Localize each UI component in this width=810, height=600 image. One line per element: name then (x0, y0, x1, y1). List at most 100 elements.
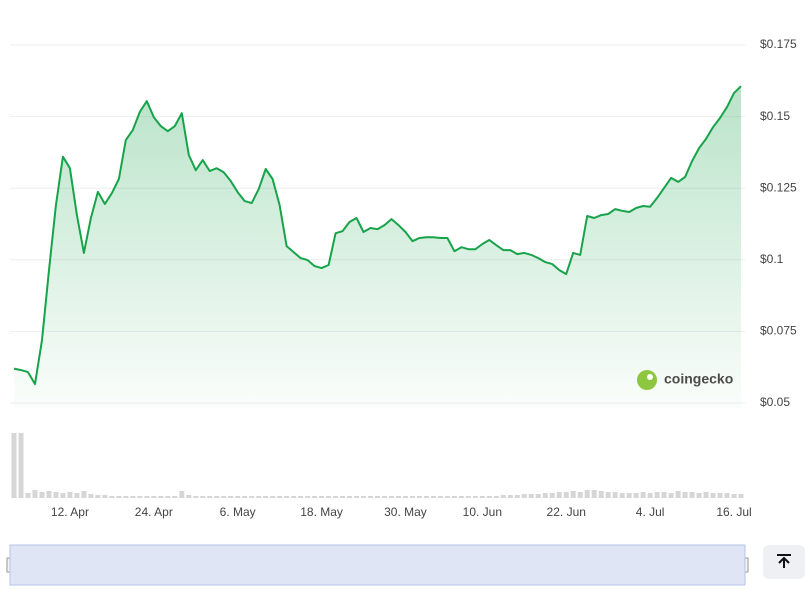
volume-bar (640, 492, 646, 498)
volume-bar (179, 491, 185, 498)
volume-bar (221, 496, 227, 498)
volume-bar (186, 495, 192, 498)
volume-bar (165, 496, 171, 498)
watermark-logo: coingecko (637, 370, 733, 390)
volume-bar (696, 493, 702, 498)
volume-bar (675, 491, 681, 498)
plot: $0.05 $0.075 $0.1 $0.125 $0.15 $0.175 12. Apr 2… (6, 37, 797, 585)
volume-bar (430, 496, 436, 498)
volume-bar (444, 496, 450, 498)
volume-bar (368, 496, 374, 498)
volume-bar (416, 496, 422, 498)
volume-bar (738, 494, 744, 498)
volume-bar (270, 496, 276, 498)
volume-bar (717, 493, 723, 498)
volume-bar (18, 433, 24, 498)
navigator[interactable] (9, 544, 746, 586)
volume-bar (305, 496, 311, 498)
volume-bar (256, 496, 262, 498)
volume-bar (235, 496, 241, 498)
volume-bar (53, 492, 59, 498)
x-tick-label: 22. Jun (547, 505, 586, 519)
volume-bar (605, 492, 611, 498)
volume-bar (347, 496, 353, 498)
volume-bar (130, 496, 136, 498)
volume-bar (172, 496, 178, 498)
volume-bar (409, 496, 415, 498)
volume-bar (277, 496, 283, 498)
volume-bar (521, 494, 527, 498)
volume-bar (402, 496, 408, 498)
x-tick-label: 16. Jul (716, 505, 751, 519)
y-tick-label: $0.15 (760, 109, 790, 123)
volume-bar (284, 496, 290, 498)
volume-bar (60, 493, 66, 498)
volume-bar (298, 496, 304, 498)
y-tick-label: $0.175 (760, 37, 797, 51)
price-area (14, 86, 741, 408)
x-tick-label: 30. May (384, 505, 427, 519)
volume-bar (388, 496, 394, 498)
y-tick-label: $0.05 (760, 395, 790, 409)
volume-bar (361, 496, 367, 498)
volume-bar (193, 496, 199, 498)
volume-bar (102, 495, 108, 498)
volume-bar (689, 492, 695, 498)
volume-bar (612, 492, 618, 498)
volume-bar (200, 496, 206, 498)
volume-bar (626, 493, 632, 498)
y-tick-label: $0.125 (760, 180, 797, 194)
volume-bar (682, 492, 688, 498)
volume-bar (354, 496, 360, 498)
volume-bar (263, 496, 269, 498)
volume-bar (577, 492, 583, 498)
volume-bar (67, 492, 73, 498)
volume-bar (591, 490, 597, 498)
volume-bar (74, 493, 80, 498)
volume-bar (528, 494, 534, 498)
volume-bar (144, 496, 150, 498)
volume-bar (333, 496, 339, 498)
volume-bar (710, 493, 716, 498)
volume-bar (472, 496, 478, 498)
volume-bar (375, 496, 380, 498)
volume-bar (535, 494, 541, 498)
volume-bar (381, 496, 387, 498)
volume-bar (214, 496, 220, 498)
volume-bar (584, 490, 590, 498)
volume-bar (312, 496, 318, 498)
volume-bar (137, 496, 143, 498)
volume-bar (507, 495, 513, 498)
scroll-top-button[interactable] (763, 545, 805, 579)
volume-bar (556, 492, 562, 498)
volume-bar (207, 496, 213, 498)
volume-bar (228, 496, 234, 498)
volume-bar (242, 496, 248, 498)
volume-bar (25, 493, 31, 498)
volume-bar (647, 493, 653, 498)
volume-bar (668, 493, 674, 498)
x-tick-label: 12. Apr (51, 505, 89, 519)
volume-bar (123, 496, 129, 498)
volume-bar (39, 492, 45, 498)
volume-bar (598, 491, 604, 498)
volume-bar (479, 496, 485, 498)
volume-bar (46, 491, 52, 498)
volume-bar (116, 496, 122, 498)
y-tick-label: $0.1 (760, 252, 784, 266)
volume-bar (158, 496, 164, 498)
volume-bar (291, 496, 297, 498)
x-tick-label: 6. May (220, 505, 256, 519)
volume-bar (703, 492, 709, 498)
volume-bar (465, 496, 471, 498)
x-tick-label: 18. May (300, 505, 343, 519)
volume-bar (340, 496, 346, 498)
volume-bar (249, 496, 255, 498)
volume-bar (542, 493, 548, 498)
y-tick-label: $0.075 (760, 324, 797, 338)
volume-bar (95, 495, 101, 498)
volume-bar (451, 496, 457, 498)
volume-bar (395, 496, 401, 498)
volume-bar (514, 495, 520, 498)
